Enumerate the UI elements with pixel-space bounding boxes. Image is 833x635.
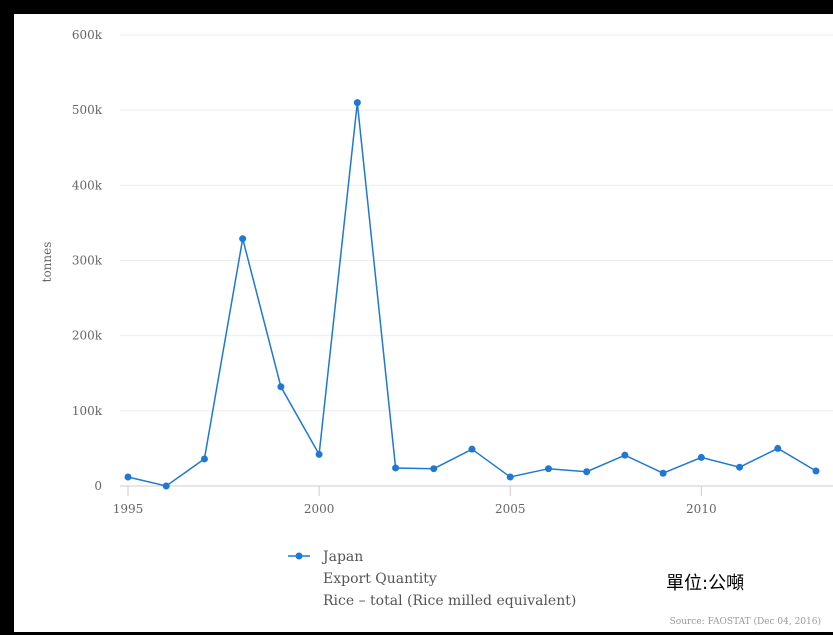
data-point xyxy=(812,467,820,475)
legend-line-2: Rice – total (Rice milled equivalent) xyxy=(323,593,576,609)
data-point xyxy=(583,468,591,476)
y-tick-label: 400k xyxy=(72,178,103,192)
data-point xyxy=(468,445,476,453)
series-line xyxy=(127,102,817,487)
y-tick-label: 100k xyxy=(72,404,103,418)
legend-series-name: Japan xyxy=(321,549,363,565)
series-japan xyxy=(124,99,820,490)
y-tick-label: 300k xyxy=(72,254,103,268)
data-point xyxy=(392,464,400,472)
legend: Japan Export Quantity Rice – total (Rice… xyxy=(288,549,576,609)
data-point xyxy=(506,473,514,481)
y-tick-label: 0 xyxy=(94,479,102,493)
x-tick-label: 2005 xyxy=(495,502,526,516)
data-point xyxy=(200,455,208,463)
x-tick-label: 2000 xyxy=(304,502,335,516)
legend-dot-marker xyxy=(295,552,303,560)
axes: tonnes 0 100k 200k 300k 400k 500k 600k 1995 2000… xyxy=(40,28,717,516)
y-tick-label: 500k xyxy=(72,103,103,117)
x-tick-label: 2010 xyxy=(686,502,717,516)
data-point xyxy=(544,465,552,473)
data-point xyxy=(315,450,323,458)
data-point xyxy=(774,444,782,452)
data-point xyxy=(162,482,170,490)
data-point xyxy=(277,383,285,391)
data-point xyxy=(239,235,247,243)
legend-line-1: Export Quantity xyxy=(323,571,437,587)
data-point xyxy=(124,473,132,481)
data-point xyxy=(621,451,629,459)
data-point xyxy=(659,469,667,477)
y-tick-label: 600k xyxy=(72,28,103,42)
x-tick-label: 1995 xyxy=(113,502,144,516)
y-tick-label: 200k xyxy=(72,329,103,343)
unit-label: 單位:公噸 xyxy=(666,573,744,594)
source-credit: Source: FAOSTAT (Dec 04, 2016) xyxy=(670,616,821,627)
data-point xyxy=(430,465,438,473)
y-axis-title: tonnes xyxy=(40,242,54,283)
data-point xyxy=(697,453,705,461)
gridlines xyxy=(120,34,833,487)
data-point xyxy=(736,463,744,471)
data-point xyxy=(353,99,361,107)
